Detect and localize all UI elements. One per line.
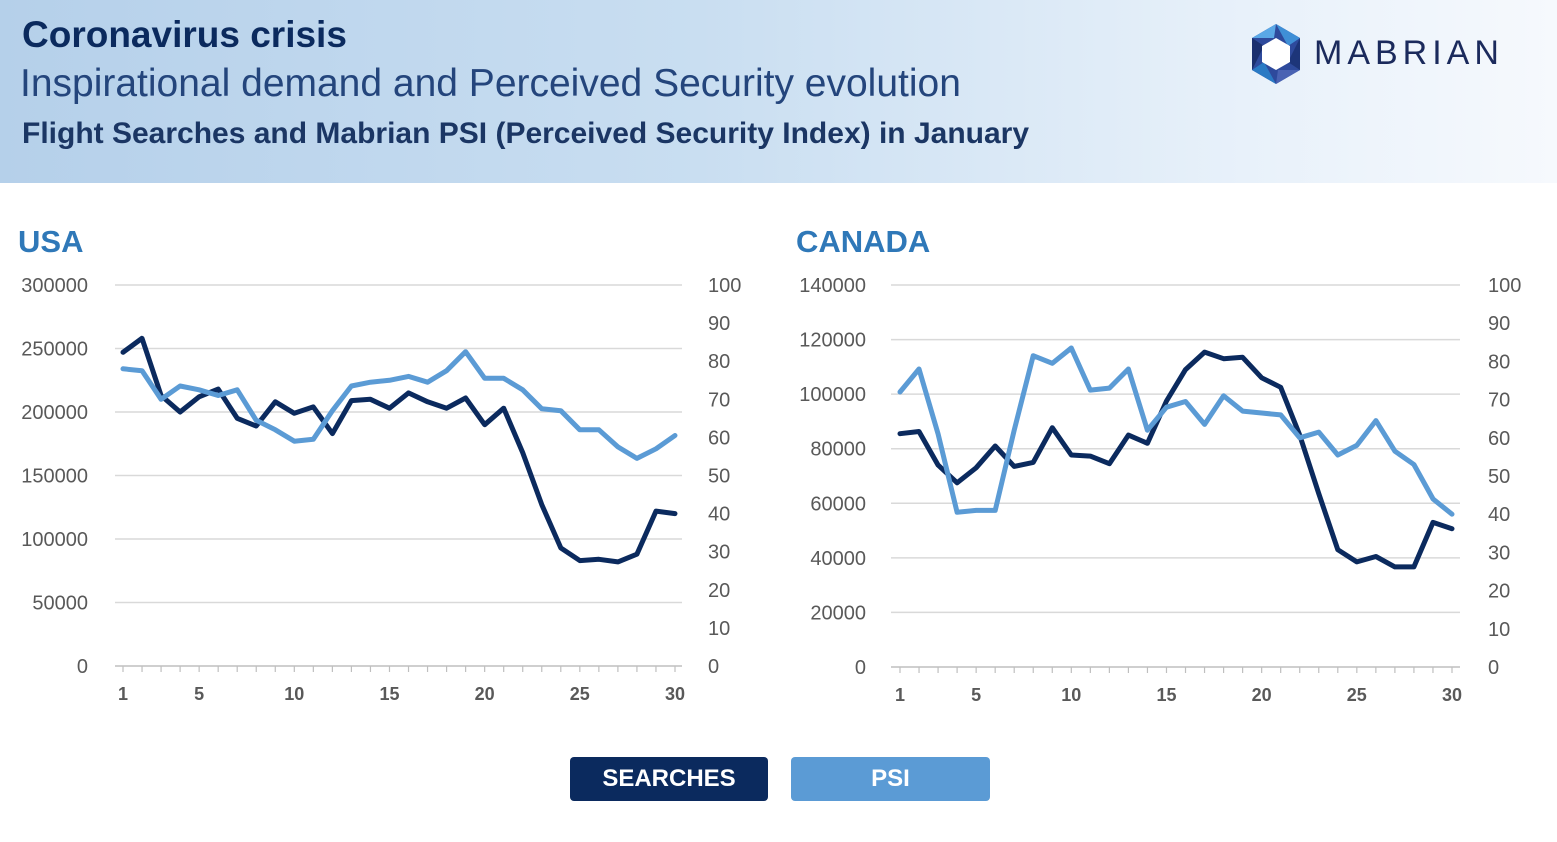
canada-y-right-tick-label: 10 bbox=[1488, 619, 1510, 641]
usa-x-tick-label: 15 bbox=[379, 684, 399, 704]
page-subtitle: Inspirational demand and Perceived Secur… bbox=[20, 62, 961, 105]
page-title: Coronavirus crisis bbox=[22, 14, 347, 55]
legend-searches: SEARCHES bbox=[570, 757, 768, 801]
mabrian-logo-icon bbox=[1252, 24, 1300, 84]
canada-y-right-tick-label: 40 bbox=[1488, 504, 1510, 526]
canada-y-left-tick-label: 120000 bbox=[799, 330, 866, 352]
canada-chart: 140000 120000 100000 80000 60000 40000 20000 0 1… bbox=[799, 275, 1521, 705]
usa-chart-title: USA bbox=[18, 224, 84, 259]
usa-y-right-tick-label: 10 bbox=[708, 618, 730, 640]
canada-x-tick-label: 1 bbox=[895, 685, 905, 705]
canada-y-right-tick-label: 70 bbox=[1488, 390, 1510, 412]
canada-x-tick-label: 15 bbox=[1156, 685, 1176, 705]
header-banner bbox=[0, 0, 1557, 183]
usa-y-right-tick-label: 70 bbox=[708, 389, 730, 411]
canada-x-tick-label: 5 bbox=[971, 685, 981, 705]
usa-y-left-tick-label: 250000 bbox=[21, 339, 88, 361]
usa-x-tick-label: 20 bbox=[475, 684, 495, 704]
usa-y-left-tick-label: 100000 bbox=[21, 529, 88, 551]
usa-psi-line bbox=[120, 349, 678, 461]
canada-y-right-tick-label: 20 bbox=[1488, 581, 1510, 603]
usa-y-left-tick-label: 200000 bbox=[21, 402, 88, 424]
canada-psi-line bbox=[897, 345, 1455, 517]
canada-y-left-tick-label: 0 bbox=[855, 657, 866, 679]
canada-y-left-tick-label: 100000 bbox=[799, 384, 866, 406]
usa-x-tick-label: 30 bbox=[665, 684, 685, 704]
canada-y-right-tick-label: 100 bbox=[1488, 275, 1521, 297]
usa-y-left-tick-label: 50000 bbox=[32, 593, 88, 615]
usa-y-right-tick-label: 100 bbox=[708, 275, 741, 297]
canada-y-left-tick-label: 60000 bbox=[810, 493, 866, 515]
usa-y-left-tick-label: 300000 bbox=[21, 275, 88, 297]
brand-name: MABRIAN bbox=[1314, 34, 1504, 72]
usa-y-right-tick-label: 80 bbox=[708, 351, 730, 373]
canada-chart-title: CANADA bbox=[796, 224, 931, 259]
canada-x-tick-label: 30 bbox=[1442, 685, 1462, 705]
usa-searches-line bbox=[120, 335, 678, 565]
usa-y-left-tick-label: 0 bbox=[77, 656, 88, 678]
canada-y-left-tick-label: 20000 bbox=[810, 602, 866, 624]
usa-y-right-tick-label: 30 bbox=[708, 542, 730, 564]
usa-x-tick-label: 10 bbox=[284, 684, 304, 704]
canada-y-right-tick-label: 50 bbox=[1488, 466, 1510, 488]
canada-searches-line bbox=[897, 349, 1455, 570]
canada-y-left-tick-label: 80000 bbox=[810, 439, 866, 461]
legend-psi: PSI bbox=[791, 757, 990, 801]
brand-logo: MABRIAN bbox=[1248, 22, 1528, 86]
canada-y-right-tick-label: 60 bbox=[1488, 428, 1510, 450]
canada-y-left-tick-label: 40000 bbox=[810, 548, 866, 570]
usa-y-right-tick-label: 20 bbox=[708, 580, 730, 602]
usa-chart: 3000002500002000001500001000005000001009… bbox=[21, 275, 741, 704]
canada-y-right-tick-label: 80 bbox=[1488, 351, 1510, 373]
usa-y-right-tick-label: 90 bbox=[708, 313, 730, 335]
usa-y-right-tick-label: 50 bbox=[708, 466, 730, 488]
page-subtitle-secondary: Flight Searches and Mabrian PSI (Perceiv… bbox=[22, 117, 1030, 150]
usa-y-right-tick-label: 0 bbox=[708, 656, 719, 678]
canada-y-right-tick-label: 90 bbox=[1488, 313, 1510, 335]
usa-y-right-tick-label: 40 bbox=[708, 504, 730, 526]
canada-x-tick-label: 25 bbox=[1347, 685, 1367, 705]
canada-x-tick-label: 10 bbox=[1061, 685, 1081, 705]
usa-y-left-tick-label: 150000 bbox=[21, 466, 88, 488]
usa-x-tick-label: 5 bbox=[194, 684, 204, 704]
canada-x-tick-label: 20 bbox=[1252, 685, 1272, 705]
usa-x-tick-label: 25 bbox=[570, 684, 590, 704]
usa-x-tick-label: 1 bbox=[118, 684, 128, 704]
usa-y-right-tick-label: 60 bbox=[708, 427, 730, 449]
canada-y-right-tick-label: 30 bbox=[1488, 542, 1510, 564]
canada-y-left-tick-label: 140000 bbox=[799, 275, 866, 297]
canada-y-right-tick-label: 0 bbox=[1488, 657, 1499, 679]
